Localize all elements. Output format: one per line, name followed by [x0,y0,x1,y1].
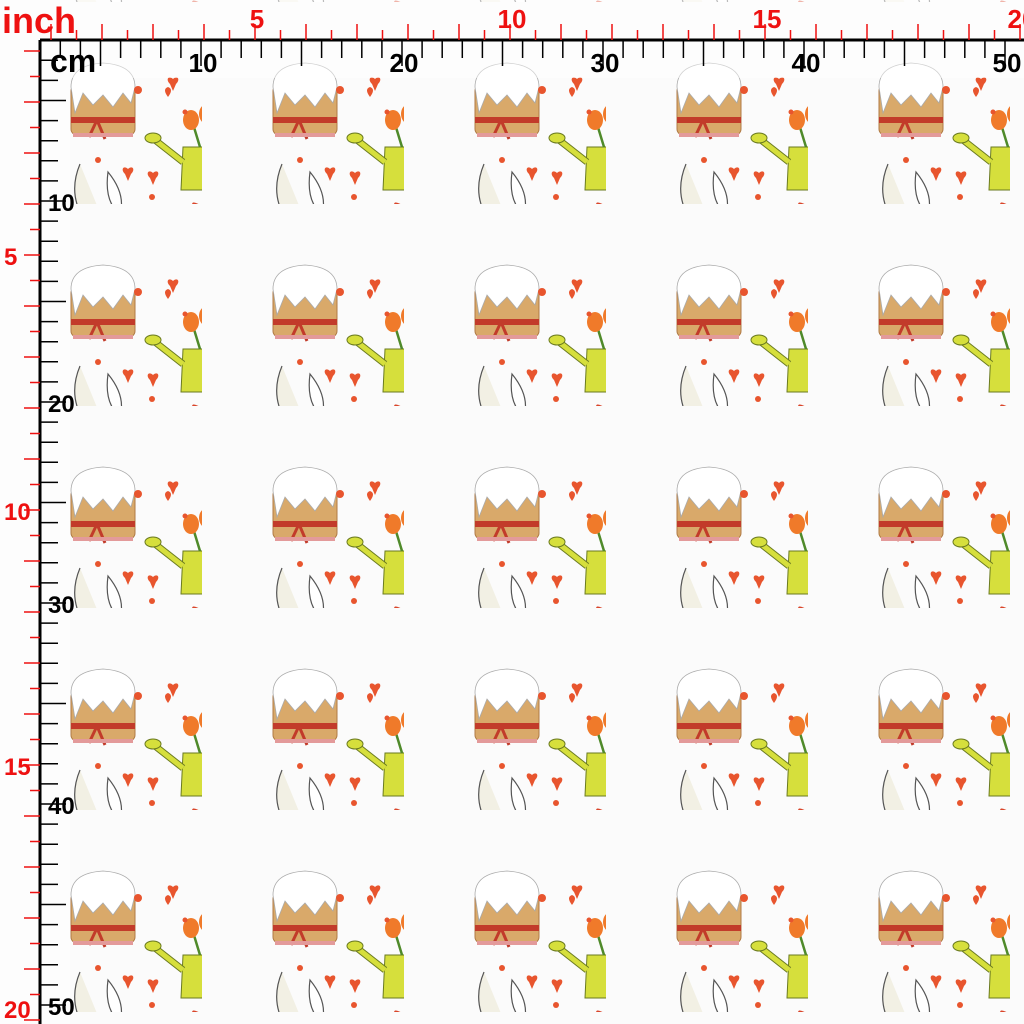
cm-label-left: 50 [48,994,75,1021]
cm-label-left: 30 [48,592,75,619]
cm-label-left: 20 [48,391,75,418]
inch-label-left: 10 [4,499,31,526]
inch-label-left: 15 [4,754,31,781]
inch-label-top: 20 [1008,4,1024,34]
cm-label-left: 10 [48,190,75,217]
cm-label-top: 40 [792,48,821,78]
inch-unit-label: inch [2,0,76,41]
inch-label-left: 5 [4,244,17,271]
cm-label-top: 20 [390,48,419,78]
inch-label-left: 20 [4,997,31,1024]
inch-label-top: 15 [753,4,782,34]
inch-label-top: 10 [498,4,527,34]
cm-label-top: 30 [591,48,620,78]
cm-label-top: 10 [189,48,218,78]
cm-label-left: 40 [48,793,75,820]
cm-label-top: 50 [993,48,1022,78]
inch-label-top: 5 [250,4,264,34]
